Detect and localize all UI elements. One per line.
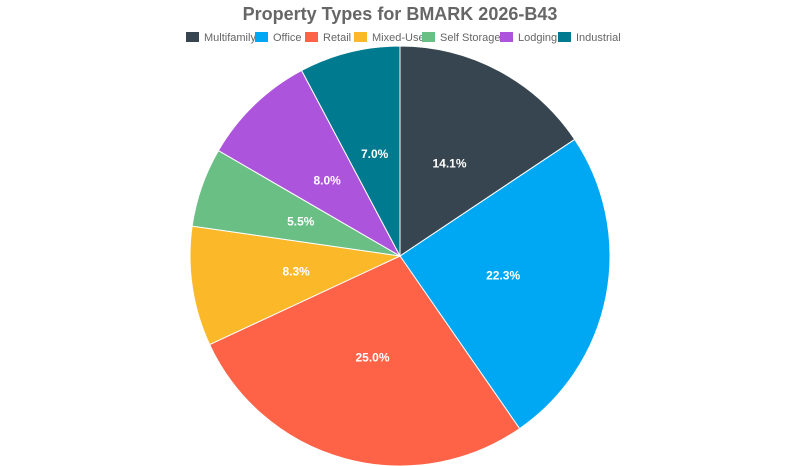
chart-title: Property Types for BMARK 2026-B43 (243, 4, 558, 24)
slice-retail[interactable] (208, 255, 521, 466)
slice-label: 22.3% (486, 269, 520, 283)
slice-label: 25.0% (356, 350, 390, 364)
legend-swatch (354, 32, 367, 42)
slice-label: 5.5% (287, 215, 315, 229)
slices (189, 45, 611, 466)
legend-item-retail[interactable]: Retail (305, 32, 351, 44)
legend-label: Mixed-Use (372, 32, 425, 44)
legend-item-self-storage[interactable]: Self Storage (422, 32, 501, 44)
legend-label: Self Storage (440, 32, 501, 44)
legend-label: Multifamily (204, 32, 256, 44)
slice-industrial[interactable] (300, 45, 401, 257)
slice-labels: 14.1% 22.3% 25.0% 8.3% 5.5% 8.0% 7.0% (282, 147, 520, 364)
legend-swatch (558, 32, 571, 42)
legend-swatch (255, 32, 268, 42)
legend-swatch (422, 32, 435, 42)
slice-label: 8.3% (282, 264, 310, 278)
slice-office[interactable] (399, 138, 611, 430)
legend-label: Retail (323, 32, 351, 44)
slice-label: 7.0% (361, 147, 389, 161)
slice-lodging[interactable] (217, 69, 402, 258)
legend-item-industrial[interactable]: Industrial (558, 32, 621, 44)
legend-label: Lodging (518, 32, 557, 44)
legend-label: Office (273, 32, 302, 44)
legend-swatch (186, 32, 199, 42)
legend-item-mixed-use[interactable]: Mixed-Use (354, 32, 425, 44)
legend: Multifamily Office Retail Mixed-Use Self Sto… (186, 32, 621, 44)
legend-label: Industrial (576, 32, 621, 44)
legend-swatch (305, 32, 318, 42)
slice-mixed-use[interactable] (189, 225, 402, 346)
legend-item-office[interactable]: Office (255, 32, 302, 44)
slice-label: 8.0% (314, 173, 342, 187)
legend-item-multifamily[interactable]: Multifamily (186, 32, 256, 44)
legend-item-lodging[interactable]: Lodging (500, 32, 557, 44)
legend-swatch (500, 32, 513, 42)
slice-label: 14.1% (433, 156, 467, 170)
slice-multifamily[interactable] (399, 45, 576, 257)
